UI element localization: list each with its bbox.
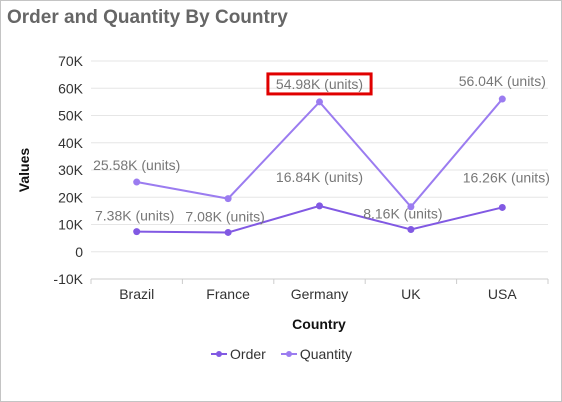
quantity-data-label: 54.98K (units): [276, 76, 363, 92]
order-point: [316, 202, 323, 210]
y-axis-title: Values: [16, 148, 32, 193]
data-labels: 7.38K (units) 7.08K (units) 16.84K (units)…: [93, 72, 550, 224]
legend-item-order[interactable]: Order: [210, 346, 266, 362]
x-axis-title: Country: [292, 316, 346, 332]
legend-item-quantity[interactable]: Quantity: [280, 346, 352, 362]
grid-lines: [91, 60, 548, 280]
x-tick-label: Brazil: [119, 286, 154, 302]
order-point: [133, 228, 141, 236]
y-tick-label: 0: [75, 244, 83, 260]
y-tick-label: 30K: [58, 162, 84, 178]
y-tick-label: 50K: [58, 108, 84, 124]
y-tick-label: 10K: [58, 217, 84, 233]
order-point: [498, 203, 506, 211]
x-tick-label: UK: [401, 286, 421, 302]
quantity-point: [133, 178, 141, 186]
x-tick-label: France: [206, 286, 250, 302]
y-tick-label: 60K: [58, 80, 84, 96]
order-point: [407, 226, 415, 234]
legend-label-quantity: Quantity: [299, 346, 352, 362]
quantity-point: [407, 203, 415, 211]
order-data-label: 16.26K (units): [463, 169, 550, 185]
order-point: [224, 228, 232, 236]
x-tick-label: Germany: [291, 286, 349, 302]
order-data-label: 7.08K (units): [185, 208, 264, 224]
y-axis-ticks: 70K 60K 50K 40K 30K 20K 10K 0 -10K: [53, 53, 83, 287]
line-chart: 70K 60K 50K 40K 30K 20K 10K 0 -10K Brazil France G…: [16, 53, 550, 332]
highlight-box: [266, 72, 373, 96]
order-data-label: 7.38K (units): [95, 208, 174, 224]
y-tick-label: 70K: [58, 53, 84, 69]
order-data-label: 16.84K (units): [276, 169, 363, 185]
y-tick-label: 40K: [58, 135, 84, 151]
quantity-data-label: 56.04K (units): [459, 73, 546, 89]
y-tick-label: -10K: [53, 271, 83, 287]
chart-title: Order and Quantity By Country: [7, 7, 288, 28]
order-legend-marker-icon: [211, 351, 228, 357]
y-tick-label: 20K: [58, 189, 84, 205]
series-lines: [133, 95, 506, 236]
legend: Order Quantity: [1, 346, 561, 362]
quantity-point: [498, 95, 506, 103]
x-tick-label: USA: [488, 286, 517, 302]
quantity-point: [224, 195, 232, 203]
quantity-legend-marker-icon: [280, 351, 297, 357]
quantity-data-label: 25.58K (units): [93, 157, 180, 173]
quantity-point: [316, 98, 323, 106]
legend-label-order: Order: [230, 346, 266, 362]
x-axis-ticks: Brazil France Germany UK USA: [90, 279, 549, 302]
order-data-label: 8.16K (units): [363, 206, 442, 222]
